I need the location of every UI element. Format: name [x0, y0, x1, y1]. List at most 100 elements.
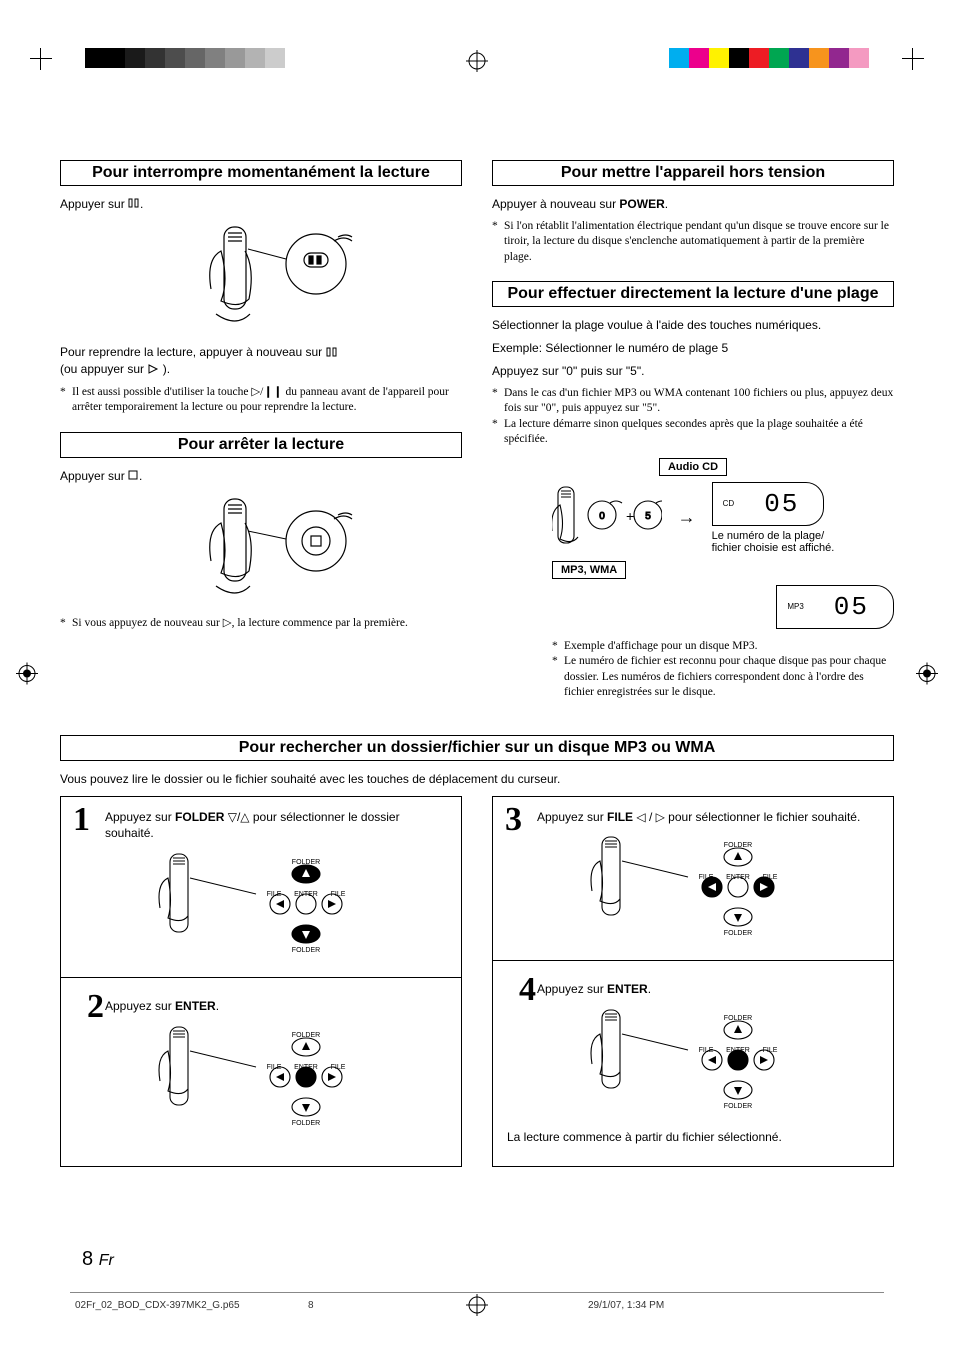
text-press-pause: Appuyer sur .	[60, 196, 462, 213]
figure-step4: FOLDER FILE ENTER FILE FOLDER	[507, 1004, 879, 1119]
display-value: 05	[834, 592, 869, 622]
swatch	[809, 48, 829, 68]
label: FOLDER	[175, 810, 224, 824]
note-list: Si vous appuyez de nouveau sur ▷, la lec…	[60, 616, 462, 632]
heading-search: Pour rechercher un dossier/fichier sur u…	[60, 735, 894, 761]
note-list: Il est aussi possible d'utiliser la touc…	[60, 385, 462, 416]
step-number: 4	[519, 973, 891, 1007]
footer-date: 29/1/07, 1:34 PM	[588, 1300, 664, 1311]
swatch	[245, 48, 265, 68]
figure-step2: FOLDER FILE ENTER FILE FOLDER	[75, 1021, 447, 1136]
note-list: Exemple d'affichage pour un disque MP3. …	[552, 639, 894, 701]
step-number: 1	[73, 803, 90, 837]
swatch	[225, 48, 245, 68]
label: Pour reprendre la lecture, appuyer à nou…	[60, 345, 326, 359]
note: La lecture démarre sinon quelques second…	[492, 417, 894, 448]
remote-press-icon: 0 + 5	[552, 483, 662, 553]
note: Il est aussi possible d'utiliser la touc…	[60, 385, 462, 416]
display-panel-mp3: MP3 05	[776, 585, 894, 629]
svg-text:FOLDER: FOLDER	[724, 1103, 752, 1110]
swatch	[689, 48, 709, 68]
step-text: Appuyez sur FOLDER ▽/△ pour sélectionner…	[105, 809, 447, 843]
note: Si vous appuyez de nouveau sur ▷, la lec…	[60, 616, 462, 632]
swatch	[789, 48, 809, 68]
mp3-label: MP3, WMA	[552, 561, 626, 579]
swatch	[749, 48, 769, 68]
swatch	[185, 48, 205, 68]
figure-remote-stop	[60, 491, 462, 606]
swatch	[165, 48, 185, 68]
text-press-stop: Appuyer sur .	[60, 468, 462, 485]
page-num-value: 8	[82, 1248, 93, 1270]
display-example: Audio CD 0 + 5	[492, 458, 894, 711]
text-resume: Pour reprendre la lecture, appuyer à nou…	[60, 344, 462, 378]
swatch	[205, 48, 225, 68]
note: Exemple d'affichage pour un disque MP3.	[552, 639, 894, 655]
arrow-icon: →	[678, 507, 696, 528]
side-registration-icon	[16, 662, 38, 689]
step-text: Appuyez sur FILE ◁ / ▷ pour sélectionner…	[537, 809, 879, 826]
audio-cd-label: Audio CD	[659, 458, 727, 476]
text-direct-select: Sélectionner la plage voulue à l'aide de…	[492, 317, 894, 334]
label: Appuyer à nouveau sur	[492, 197, 619, 211]
figure-step1: FOLDER FILE ENTER FILE FOLDER	[75, 848, 447, 963]
svg-text:FOLDER: FOLDER	[724, 930, 752, 937]
label: Appuyez sur	[537, 810, 607, 824]
label: ◁ / ▷ pour sélectionner le fichier souha…	[633, 810, 860, 824]
swatch	[125, 48, 145, 68]
note: Dans le cas d'un fichier MP3 ou WMA cont…	[492, 386, 894, 417]
swatch	[709, 48, 729, 68]
text-search-intro: Vous pouvez lire le dossier ou le fichie…	[60, 771, 894, 788]
figure-step3: FOLDER FILE ENTER FILE FOLDER	[507, 831, 879, 946]
step-2-4-box: 3 Appuyez sur FILE ◁ / ▷ pour sélectionn…	[492, 796, 894, 1167]
note-list: Dans le cas d'un fichier MP3 ou WMA cont…	[492, 386, 894, 448]
side-registration-icon	[916, 662, 938, 689]
footer-page: 8	[308, 1300, 314, 1311]
text-press-power: Appuyer à nouveau sur POWER.	[492, 196, 894, 213]
swatch	[849, 48, 869, 68]
swatch	[85, 48, 105, 68]
caption: Le numéro de la plage/ fichier choisie e…	[712, 530, 835, 554]
note: Si l'on rétablit l'alimentation électriq…	[492, 219, 894, 266]
pause-icon	[326, 345, 338, 362]
pause-icon	[128, 196, 140, 213]
display-value: 05	[764, 489, 799, 519]
label: Appuyez sur	[105, 810, 175, 824]
text-direct-press: Appuyez sur "0" puis sur "5".	[492, 363, 894, 380]
heading-power: Pour mettre l'appareil hors tension	[492, 160, 894, 186]
svg-text:FOLDER: FOLDER	[292, 947, 320, 954]
step-number: 3	[505, 803, 522, 837]
step4-end: La lecture commence à partir du fichier …	[507, 1129, 879, 1146]
step-number: 2	[87, 990, 459, 1024]
label: FILE	[607, 810, 633, 824]
display-panel-cd: CD 05	[712, 482, 825, 526]
note: Le numéro de fichier est reconnu pour ch…	[552, 654, 894, 701]
label: .	[665, 197, 668, 211]
label: (ou appuyer sur	[60, 362, 147, 376]
stop-icon	[128, 468, 139, 485]
svg-text:FOLDER: FOLDER	[292, 1120, 320, 1127]
heading-stop: Pour arrêter la lecture	[60, 432, 462, 458]
text-direct-example: Exemple: Sélectionner le numéro de plage…	[492, 340, 894, 357]
label: ).	[163, 362, 170, 376]
swatch	[729, 48, 749, 68]
step-1-3-box: 1 Appuyez sur FOLDER ▽/△ pour sélectionn…	[60, 796, 462, 1167]
bottom-registration-icon	[466, 1294, 488, 1321]
label: CD	[723, 499, 735, 508]
play-icon	[147, 362, 159, 379]
page-lang: Fr	[99, 1252, 114, 1269]
label: Appuyer sur	[60, 469, 128, 483]
heading-pause: Pour interrompre momentanément la lectur…	[60, 160, 462, 186]
center-registration-icon	[466, 50, 488, 72]
svg-text:+: +	[626, 508, 634, 524]
label: POWER	[619, 197, 664, 211]
swatch	[265, 48, 285, 68]
heading-direct: Pour effectuer directement la lecture d'…	[492, 281, 894, 307]
footer-file: 02Fr_02_BOD_CDX-397MK2_G.p65	[75, 1300, 240, 1311]
swatch	[669, 48, 689, 68]
figure-remote-pause	[60, 219, 462, 334]
footer-divider	[70, 1292, 884, 1293]
swatch	[145, 48, 165, 68]
page-number: 8 Fr	[82, 1248, 114, 1271]
note-list: Si l'on rétablit l'alimentation électriq…	[492, 219, 894, 266]
